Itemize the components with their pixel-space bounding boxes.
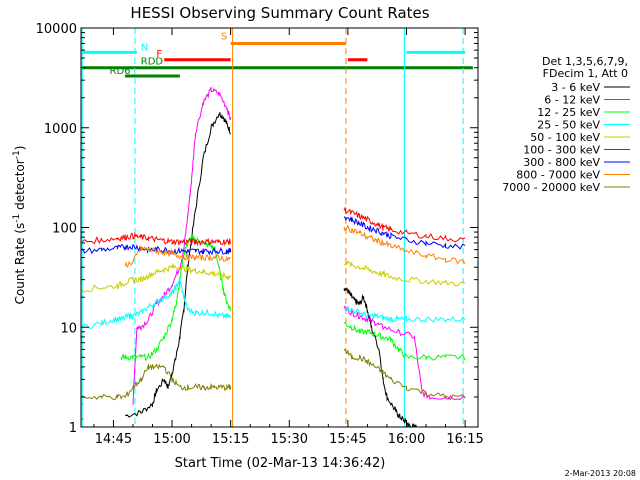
series-line-5-seg-0 — [81, 231, 232, 247]
series-line-1-seg-1 — [132, 87, 232, 405]
x-tick-label-3: 15:30 — [271, 432, 308, 447]
legend-label-8: 7000 - 20000 keV — [502, 181, 600, 194]
series-line-3-seg-1 — [343, 305, 466, 324]
x-tick-label-2: 15:15 — [212, 432, 249, 447]
y-tick-label-0: 1 — [69, 421, 77, 436]
y-axis-label-end: ) — [13, 146, 27, 151]
flag-label-rd6: RD6 — [110, 66, 131, 77]
chart-title: HESSI Observing Summary Count Rates — [130, 4, 429, 22]
series-line-8-seg-0 — [81, 363, 232, 401]
legend-header-0: Det 1,3,5,6,7,9, — [542, 55, 628, 68]
y-axis-label-main: Count Rate (s — [13, 223, 27, 305]
y-axis-label: Count Rate (s-1 detector-1) — [12, 146, 27, 305]
y-axis-label-sup1: -1 — [12, 214, 22, 223]
series-line-4-seg-0 — [81, 262, 232, 293]
series-line-7-seg-1 — [124, 245, 231, 269]
x-tick-label-4: 15:45 — [329, 432, 366, 447]
legend-label-0: 3 - 6 keV — [551, 81, 600, 94]
x-tick-label-0: 14:45 — [95, 432, 132, 447]
series-line-7-seg-2 — [343, 224, 466, 265]
flag-label-s: S — [221, 32, 227, 43]
series-line-5-seg-1 — [343, 206, 466, 243]
legend-label-5: 100 - 300 keV — [523, 144, 600, 157]
series-line-6-seg-1 — [343, 216, 466, 250]
series-line-2-seg-2 — [343, 322, 466, 361]
x-tick-label-5: 16:00 — [388, 432, 425, 447]
series-line-3-seg-0 — [81, 277, 231, 329]
y-axis-label-sup2: -1 — [12, 150, 22, 159]
flag-label-n: N — [141, 42, 148, 53]
series-line-8-seg-1 — [343, 348, 466, 401]
x-axis-label: Start Time (02-Mar-13 14:36:42) — [175, 456, 386, 471]
flag-label-rdd: RDD — [141, 57, 164, 68]
legend-label-1: 6 - 12 keV — [544, 94, 600, 107]
flag-label-f: F — [156, 49, 162, 60]
legend: Det 1,3,5,6,7,9,FDecim 1, Att 03 - 6 keV… — [502, 55, 630, 194]
series-line-4-seg-1 — [343, 260, 466, 287]
series-line-1-seg-2 — [343, 305, 466, 401]
y-axis-label-mid: detector — [13, 159, 27, 214]
legend-label-4: 50 - 100 keV — [530, 131, 600, 144]
y-tick-label-4: 10000 — [36, 22, 77, 37]
legend-label-7: 800 - 7000 keV — [516, 169, 600, 182]
legend-label-6: 300 - 800 keV — [523, 156, 600, 169]
legend-label-2: 12 - 25 keV — [537, 106, 600, 119]
y-tick-label-2: 100 — [52, 222, 77, 237]
footer-date: 2-Mar-2013 20:08 — [565, 469, 636, 478]
y-tick-label-3: 1000 — [44, 122, 77, 137]
series-line-0-seg-1 — [125, 112, 232, 418]
x-tick-label-1: 15:00 — [153, 432, 190, 447]
x-tick-label-6: 16:15 — [446, 432, 483, 447]
legend-label-3: 25 - 50 keV — [537, 119, 600, 132]
legend-header-1: FDecim 1, Att 0 — [543, 67, 628, 80]
y-tick-label-1: 10 — [60, 321, 77, 336]
